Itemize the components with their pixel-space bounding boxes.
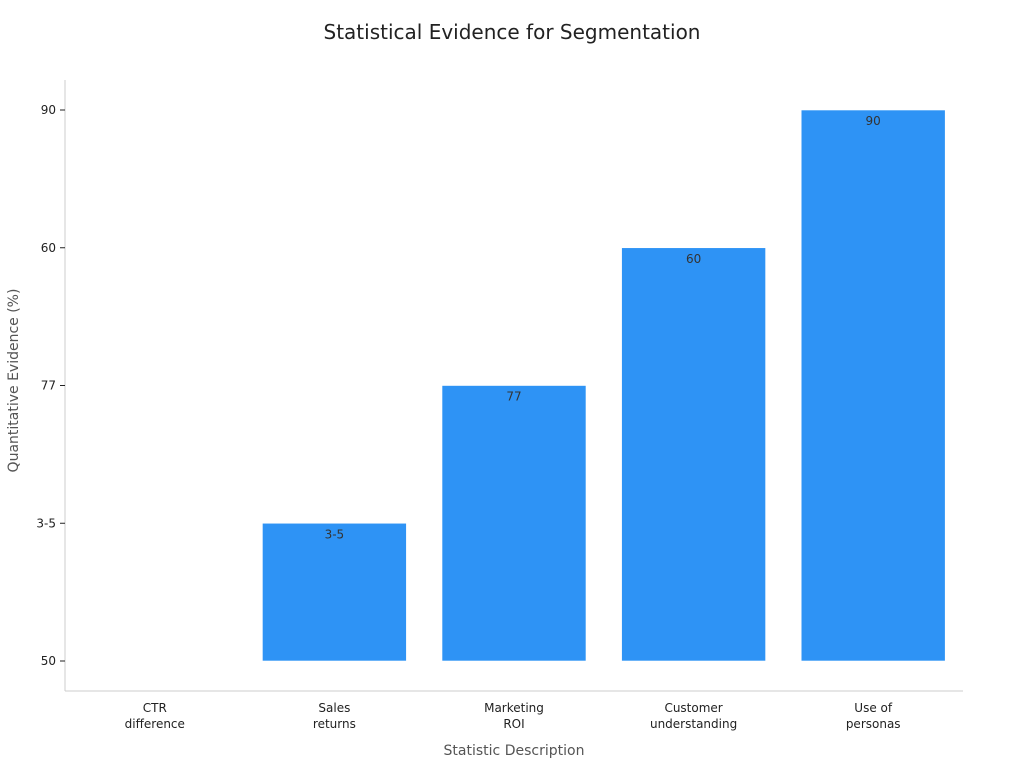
y-axis-title: Quantitative Evidence (%): [6, 289, 22, 473]
x-axis-title: Statistic Description: [444, 743, 585, 759]
x-tick-label: Sales returns: [313, 701, 356, 731]
y-tick-label: 50: [41, 654, 56, 668]
y-tick-label: 3-5: [36, 516, 56, 530]
x-tick-label: CTR difference: [125, 701, 185, 731]
x-tick-label: Use of personas: [846, 701, 901, 731]
bar-data-label: 77: [506, 390, 521, 404]
bar[interactable]: [262, 522, 407, 662]
bar-data-label: 60: [686, 252, 701, 266]
x-tick-label: Customer understanding: [650, 701, 737, 731]
bar[interactable]: [441, 385, 587, 662]
chart-title: Statistical Evidence for Segmentation: [323, 20, 701, 44]
y-tick-label: 77: [41, 379, 56, 393]
plot-area: 50 3-5 77 60 90 CTR difference 3-5 Sales returns 7…: [6, 80, 963, 759]
bar[interactable]: [800, 109, 946, 662]
bar-data-label: 3-5: [325, 527, 345, 541]
x-tick-label: Marketing ROI: [484, 701, 544, 731]
bar[interactable]: [621, 247, 766, 662]
y-tick-label: 90: [41, 103, 56, 117]
y-tick-label: 60: [41, 241, 56, 255]
bar-data-label: 90: [866, 114, 881, 128]
